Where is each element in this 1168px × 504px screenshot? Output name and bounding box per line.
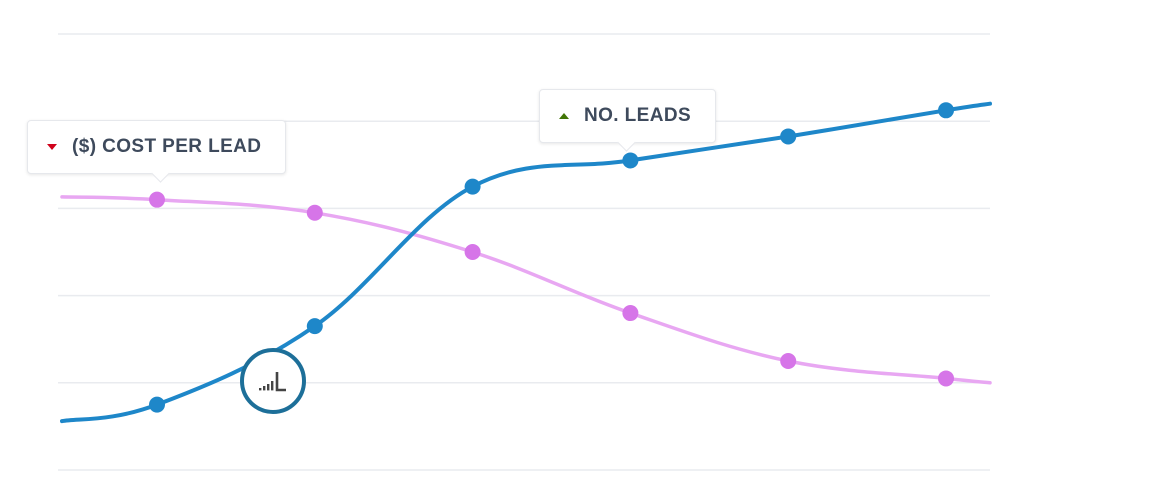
callout-cost-per-lead: ($) COST PER LEAD (27, 120, 287, 174)
series-layer (60, 101, 992, 424)
data-point-leads[interactable] (464, 178, 481, 195)
callout-leads-label: NO. LEADS (584, 105, 692, 126)
triangle-down-icon (47, 144, 57, 150)
data-point-cost[interactable] (149, 191, 165, 208)
data-point-leads[interactable] (306, 318, 323, 335)
signal-badge[interactable] (240, 348, 306, 414)
data-point-cost[interactable] (780, 353, 797, 369)
data-point-cost[interactable] (938, 370, 954, 387)
signal-bars-icon (259, 372, 286, 392)
data-point-cost[interactable] (622, 305, 639, 322)
triangle-up-icon (559, 113, 569, 119)
data-point-leads[interactable] (938, 102, 954, 119)
data-point-cost[interactable] (464, 244, 481, 260)
data-point-cost[interactable] (306, 204, 323, 221)
grid-lines (58, 33, 990, 471)
data-point-leads[interactable] (149, 396, 165, 413)
data-point-leads[interactable] (622, 152, 639, 169)
series-line-leads (60, 101, 992, 424)
series-line-cost (60, 195, 992, 385)
data-point-leads[interactable] (780, 128, 797, 145)
callout-cost-label: ($) COST PER LEAD (72, 136, 262, 157)
callout-no-leads: NO. LEADS (539, 89, 717, 143)
